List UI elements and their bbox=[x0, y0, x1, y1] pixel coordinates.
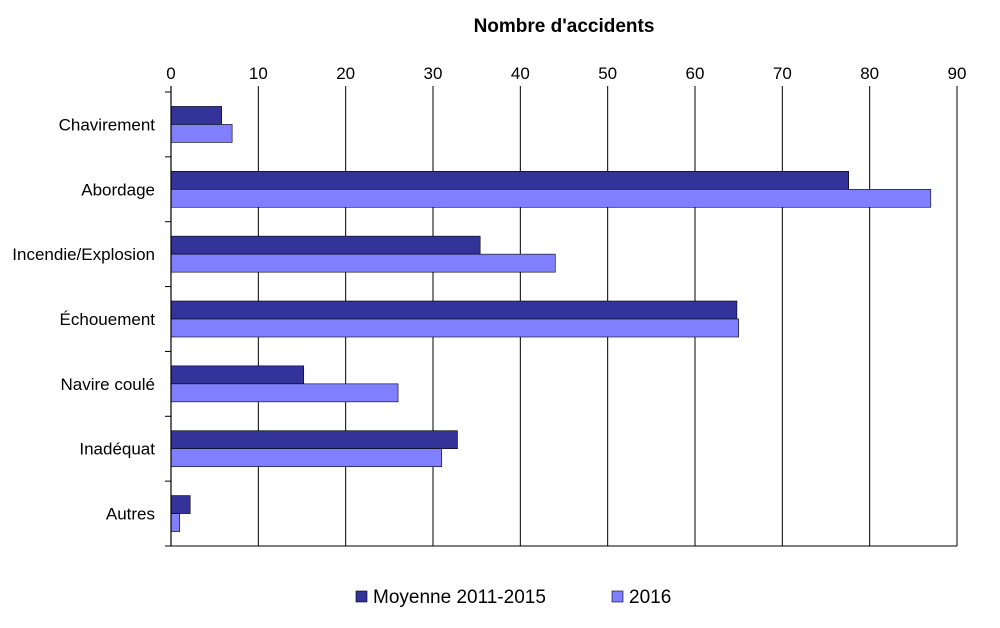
category-labels: Chavirement Abordage Incendie/Explosion Éch… bbox=[12, 115, 155, 523]
legend-swatch bbox=[355, 590, 368, 603]
bar-moyenne bbox=[170, 365, 305, 385]
category-label: Abordage bbox=[81, 180, 155, 199]
plot-frame bbox=[165, 86, 958, 547]
x-tick-label: 30 bbox=[424, 64, 443, 83]
bar-moyenne bbox=[170, 235, 481, 255]
category-label: Incendie/Explosion bbox=[12, 245, 155, 264]
bar-2016 bbox=[170, 513, 181, 532]
bar-moyenne bbox=[170, 106, 222, 125]
category-label: Autres bbox=[106, 505, 155, 524]
category-label: Navire coulé bbox=[61, 375, 156, 394]
category-label: Chavirement bbox=[59, 115, 156, 134]
bar-2016 bbox=[170, 253, 556, 273]
x-tick-labels: 0 10 20 30 40 50 60 70 80 90 bbox=[166, 64, 966, 83]
legend: Moyenne 2011-2015 2016 bbox=[355, 587, 671, 608]
bar-moyenne bbox=[170, 430, 458, 450]
bar-2016 bbox=[170, 124, 233, 143]
x-tick-label: 80 bbox=[860, 64, 879, 83]
bar-moyenne bbox=[170, 300, 738, 320]
x-tick-label: 60 bbox=[686, 64, 705, 83]
legend-label: 2016 bbox=[629, 587, 671, 608]
x-tick-label: 20 bbox=[336, 64, 355, 83]
bar-moyenne bbox=[170, 495, 191, 514]
bar-2016 bbox=[170, 448, 443, 468]
x-tick-label: 50 bbox=[598, 64, 617, 83]
bar-moyenne bbox=[170, 170, 850, 190]
bars bbox=[170, 106, 932, 532]
bar-2016 bbox=[170, 318, 739, 338]
x-tick-label: 90 bbox=[948, 64, 967, 83]
bar-2016 bbox=[170, 383, 399, 403]
x-tick-label: 70 bbox=[773, 64, 792, 83]
x-tick-label: 40 bbox=[511, 64, 530, 83]
x-axis-title: Nombre d'accidents bbox=[474, 16, 655, 37]
bar-2016 bbox=[170, 188, 932, 208]
x-tick-label: 10 bbox=[249, 64, 268, 83]
x-tick-label: 0 bbox=[166, 64, 175, 83]
legend-label: Moyenne 2011-2015 bbox=[373, 587, 546, 608]
category-label: Inadéquat bbox=[79, 440, 155, 459]
legend-swatch bbox=[611, 590, 624, 603]
category-label: Échouement bbox=[60, 310, 156, 329]
